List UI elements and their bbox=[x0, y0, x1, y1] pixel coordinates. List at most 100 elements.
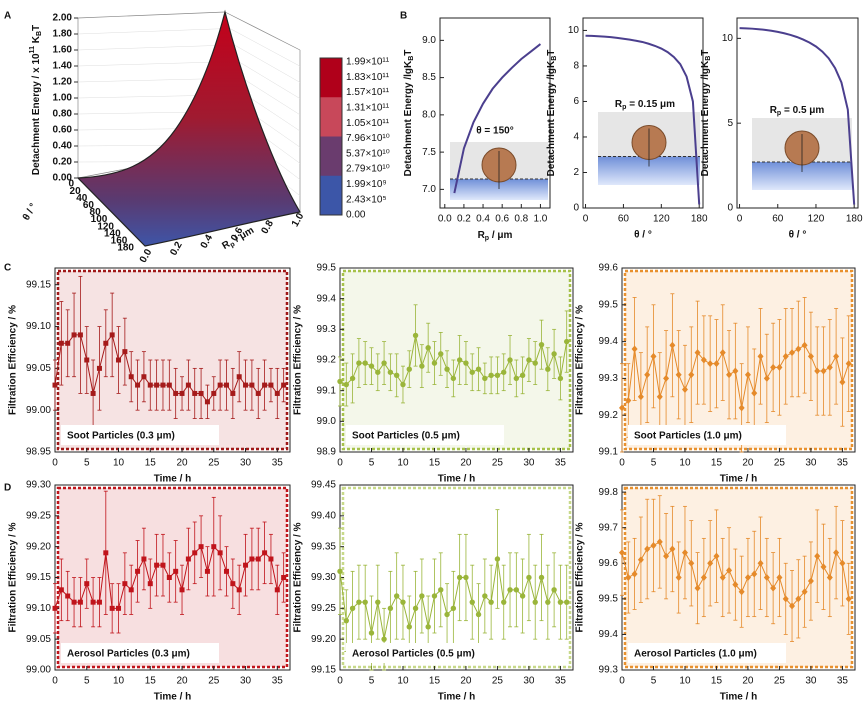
x-tick-label: 15 bbox=[145, 676, 157, 687]
marker bbox=[84, 581, 90, 587]
marker bbox=[204, 568, 210, 574]
marker bbox=[77, 599, 83, 605]
y-tick-label: 98.95 bbox=[26, 447, 51, 458]
marker bbox=[268, 382, 274, 388]
x-tick-label: 30 bbox=[523, 676, 535, 687]
legend-label: Soot Particles (1.0 μm) bbox=[634, 431, 742, 442]
y-tick-label: 99.0 bbox=[317, 416, 337, 427]
colorbar-segment bbox=[320, 97, 342, 137]
marker bbox=[564, 599, 570, 605]
x-axis-label: Time / h bbox=[154, 692, 192, 703]
marker bbox=[681, 549, 688, 557]
label-part: T bbox=[700, 50, 711, 56]
z-tick-label: 0.20 bbox=[53, 157, 73, 168]
legend-box bbox=[346, 643, 504, 663]
y-tick-label: 5 bbox=[727, 118, 733, 129]
marker bbox=[211, 544, 217, 550]
highlight-box bbox=[341, 486, 572, 669]
x-tick-label: 25 bbox=[492, 676, 504, 687]
y-axis-label: Filtration Efficiency / % bbox=[8, 305, 19, 415]
marker bbox=[255, 556, 261, 562]
y-tick-label: 99.45 bbox=[311, 480, 336, 491]
x-tick-label: 60 bbox=[618, 214, 630, 225]
theta-tick-label: 80 bbox=[90, 207, 102, 218]
marker bbox=[519, 372, 526, 379]
x-tick-label: 5 bbox=[369, 458, 375, 469]
colorbar-label: 1.31×10¹¹ bbox=[346, 103, 390, 114]
x-tick-label: 30 bbox=[240, 458, 252, 469]
marker bbox=[166, 382, 172, 388]
marker bbox=[738, 588, 745, 596]
marker bbox=[656, 538, 663, 546]
marker bbox=[532, 599, 538, 605]
y-tick-label: 99.25 bbox=[311, 603, 336, 614]
highlight-box bbox=[623, 269, 854, 451]
y-tick-label: 10 bbox=[568, 25, 580, 36]
marker bbox=[381, 360, 387, 366]
marker bbox=[198, 544, 204, 550]
marker bbox=[494, 556, 501, 562]
highlight-box bbox=[56, 269, 289, 451]
x-tick-label: 0.0 bbox=[438, 214, 452, 225]
marker bbox=[814, 367, 821, 375]
marker bbox=[826, 363, 833, 371]
marker bbox=[619, 549, 625, 557]
y-axis-label: Filtration Efficiency / % bbox=[575, 522, 586, 632]
colorbar-label: 1.83×10¹¹ bbox=[346, 72, 390, 83]
x-tick-label: 5 bbox=[651, 458, 657, 469]
marker bbox=[185, 556, 191, 562]
marker bbox=[557, 375, 564, 382]
x-tick-label: 0.8 bbox=[514, 214, 528, 225]
x-tick-label: 30 bbox=[240, 676, 252, 687]
legend-box bbox=[346, 425, 504, 445]
rp-tick-label: 0.4 bbox=[199, 233, 216, 251]
marker bbox=[833, 549, 840, 557]
marker bbox=[406, 624, 412, 630]
marker bbox=[694, 349, 701, 357]
label-part: = 0.5 μm bbox=[781, 105, 824, 116]
marker bbox=[789, 349, 796, 357]
marker bbox=[782, 352, 789, 360]
y-tick-label: 99.30 bbox=[311, 572, 336, 583]
x-tick-label: 15 bbox=[711, 676, 723, 687]
x-tick-label: 30 bbox=[805, 676, 817, 687]
z-axis-label: Detachment Energy / x 1011 KBT bbox=[29, 25, 43, 175]
marker bbox=[387, 369, 394, 375]
marker bbox=[400, 599, 406, 605]
y-tick-label: 99.05 bbox=[26, 634, 51, 645]
z-tick-label: 1.00 bbox=[53, 93, 73, 104]
marker bbox=[90, 599, 96, 605]
z-tick-label: 0.60 bbox=[53, 125, 73, 136]
legend-label: Aerosol Particles (0.3 μm) bbox=[67, 649, 190, 660]
x-tick-label: 15 bbox=[429, 676, 441, 687]
marker bbox=[669, 341, 676, 349]
theta-axis-label: θ / ° bbox=[21, 202, 39, 223]
x-tick-label: 20 bbox=[176, 676, 188, 687]
label-part: K bbox=[31, 35, 42, 46]
marker bbox=[675, 371, 682, 379]
x-tick-label: 35 bbox=[272, 458, 284, 469]
marker bbox=[173, 390, 179, 396]
x-tick-label: 180 bbox=[846, 214, 863, 225]
marker bbox=[236, 587, 242, 593]
y-tick-label: 99.1 bbox=[317, 385, 337, 396]
theta-tick-label: 140 bbox=[104, 228, 121, 239]
marker bbox=[419, 593, 425, 599]
marker bbox=[166, 575, 172, 580]
marker bbox=[707, 360, 714, 368]
marker bbox=[243, 382, 249, 388]
z-tick-label: 1.60 bbox=[53, 45, 73, 56]
theta-tick-label: 40 bbox=[76, 193, 88, 204]
marker bbox=[58, 587, 64, 593]
y-tick-label: 99.25 bbox=[26, 510, 51, 521]
legend-box bbox=[628, 643, 786, 663]
marker bbox=[726, 566, 733, 574]
x-tick-label: 25 bbox=[774, 458, 786, 469]
marker bbox=[713, 552, 720, 560]
marker bbox=[268, 556, 274, 562]
marker bbox=[204, 399, 210, 405]
y-tick-label: 99.15 bbox=[26, 572, 51, 583]
marker bbox=[160, 562, 166, 568]
y-axis-label: Filtration Efficiency / % bbox=[575, 305, 586, 415]
y-tick-label: 0 bbox=[727, 203, 733, 214]
